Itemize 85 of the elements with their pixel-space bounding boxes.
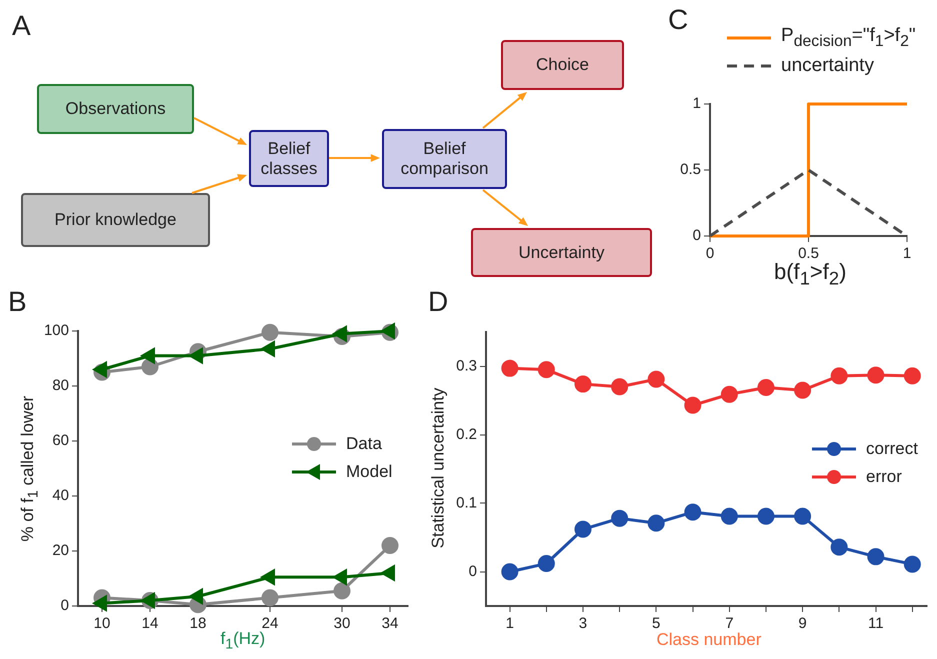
legend-label: error <box>866 467 902 487</box>
text: Belief comparison <box>382 129 507 189</box>
y-tick-label: 80 <box>52 377 69 394</box>
legend-label: correct <box>866 439 918 459</box>
text: Uncertainty <box>471 228 652 277</box>
point <box>334 570 347 585</box>
point <box>94 362 107 378</box>
point <box>684 396 702 414</box>
text: Observations <box>37 84 194 134</box>
point <box>94 596 107 611</box>
point <box>538 361 555 378</box>
point <box>538 555 555 572</box>
text: Choice <box>501 40 624 90</box>
point <box>262 570 275 585</box>
point <box>262 324 278 341</box>
x-tick-label: 3 <box>578 615 588 632</box>
y-tick-label: 0 <box>468 562 477 580</box>
text: A <box>12 10 31 42</box>
point <box>611 510 628 527</box>
x-tick-label: 5 <box>652 615 660 632</box>
point <box>574 520 592 538</box>
chart-title: D <box>428 286 448 318</box>
point <box>262 341 275 356</box>
y-tick-label: 0 <box>692 227 701 244</box>
point <box>382 323 395 339</box>
legend-label: Data <box>346 434 382 454</box>
point <box>648 370 665 388</box>
point <box>262 589 278 606</box>
chart-title: B <box>8 286 27 318</box>
x-tick-label: 30 <box>334 615 350 632</box>
point <box>501 563 518 580</box>
point <box>904 367 921 384</box>
point <box>720 386 738 403</box>
point <box>142 358 158 376</box>
point <box>142 348 155 364</box>
point <box>190 348 203 364</box>
point <box>190 588 203 604</box>
point <box>334 326 347 342</box>
x-tick-label: 7 <box>725 615 734 632</box>
text: Prior knowledge <box>21 193 210 247</box>
point <box>142 592 155 608</box>
x-axis-title: Class number <box>656 630 762 650</box>
point <box>757 378 774 396</box>
x-tick-label: 18 <box>190 615 206 632</box>
y-tick-label: 1 <box>692 95 701 112</box>
point <box>382 565 395 581</box>
point <box>794 508 812 525</box>
y-tick-label: 40 <box>52 487 69 504</box>
point <box>684 504 702 521</box>
point <box>867 548 884 566</box>
y-tick-label: 0.2 <box>456 426 477 443</box>
x-tick-label: 14 <box>142 615 158 632</box>
text: Belief classes <box>249 130 329 187</box>
point <box>382 537 398 554</box>
x-tick-label: 10 <box>94 615 110 632</box>
x-tick-label: 11 <box>868 615 884 632</box>
y-tick-label: 0.5 <box>680 161 701 178</box>
legend-label: P$_{decision}$="f$_{1}$>f$_{2}$" <box>781 25 916 51</box>
y-tick-label: 100 <box>44 322 69 340</box>
point <box>830 538 848 556</box>
point <box>794 382 812 399</box>
x-tick-label: 1 <box>506 615 514 632</box>
point <box>648 514 665 532</box>
point <box>574 376 592 393</box>
point <box>904 556 921 573</box>
point <box>720 508 738 525</box>
y-tick-label: 0.1 <box>456 494 477 512</box>
x-tick-label: 0 <box>706 245 714 262</box>
y-tick-label: 0.3 <box>456 357 477 374</box>
y-axis-title: Statistical uncertainty <box>428 388 448 548</box>
chart-title: C <box>668 4 688 36</box>
x-tick-label: 34 <box>382 615 398 632</box>
y-tick-label: 20 <box>52 542 69 560</box>
y-tick-label: 0 <box>60 597 69 614</box>
legend-label: uncertainty <box>781 55 874 77</box>
legend-label: Model <box>346 462 392 482</box>
point <box>867 366 884 384</box>
point <box>830 367 848 384</box>
point <box>334 582 350 600</box>
point <box>757 508 774 525</box>
y-tick-label: 60 <box>52 432 69 450</box>
point <box>501 360 518 377</box>
point <box>611 378 628 396</box>
x-tick-label: 9 <box>798 615 807 632</box>
x-tick-label: 1 <box>902 245 912 262</box>
